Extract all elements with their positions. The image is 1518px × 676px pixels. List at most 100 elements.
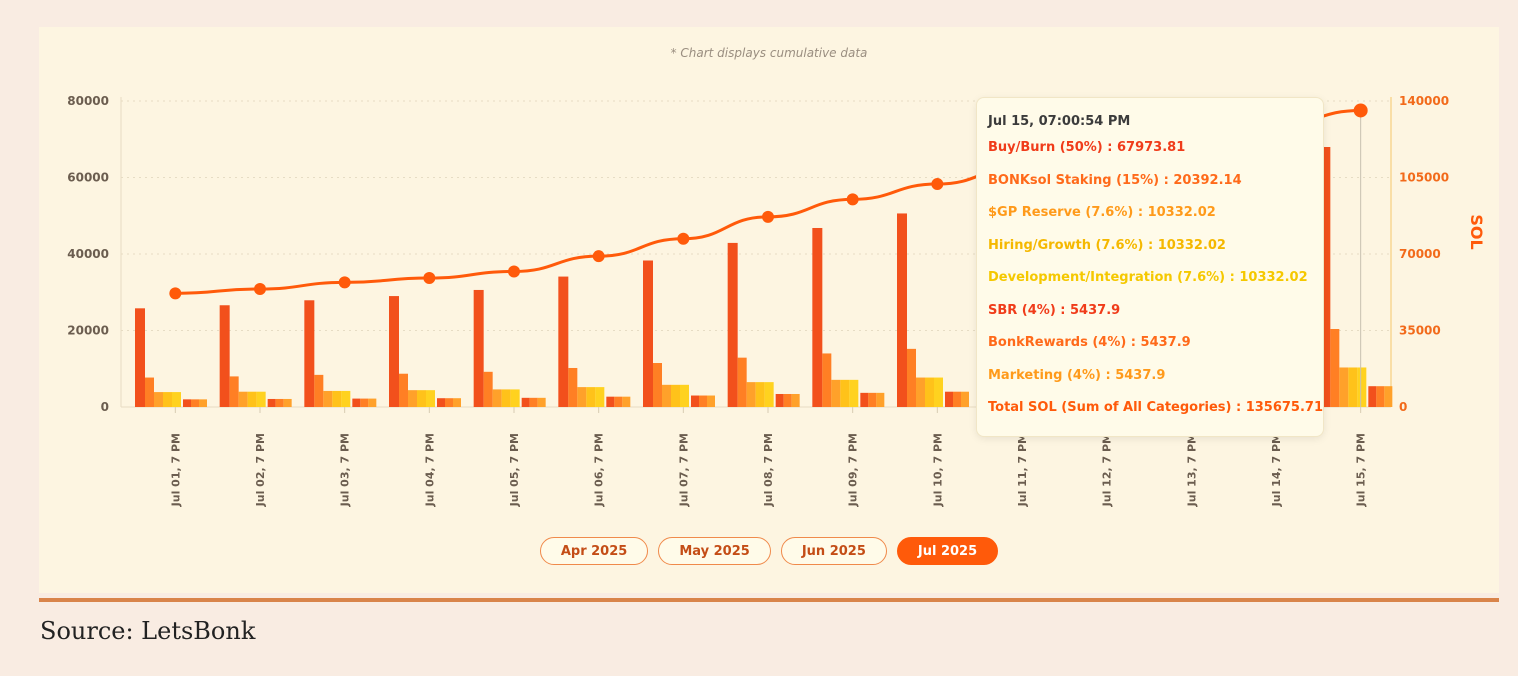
- bar: [1330, 329, 1340, 407]
- tooltip-row: Buy/Burn (50%) : 67973.81: [988, 140, 1186, 155]
- bar: [925, 377, 934, 407]
- x-tick-label: Jul 12, 7 PM: [1101, 433, 1114, 507]
- bar: [473, 289, 484, 407]
- y2-tick-label: 140000: [1399, 94, 1449, 108]
- y-tick-label: 40000: [67, 247, 109, 261]
- x-tick-label: Jul 07, 7 PM: [677, 433, 690, 507]
- bar: [368, 398, 377, 407]
- bar: [614, 396, 623, 407]
- source-caption: Source: LetsBonk: [40, 617, 256, 645]
- bar: [191, 399, 199, 407]
- bar: [1368, 386, 1377, 407]
- bar: [172, 392, 181, 407]
- x-tick-label: Jul 06, 7 PM: [593, 433, 606, 507]
- bar: [945, 391, 953, 407]
- x-tick-label: Jul 05, 7 PM: [508, 433, 521, 507]
- bar: [876, 392, 885, 407]
- tooltip-row: SBR (4%) : 5437.9: [988, 302, 1121, 318]
- y-tick-label: 0: [101, 400, 109, 414]
- bar: [256, 391, 266, 407]
- bar: [389, 296, 399, 407]
- tooltip-row: Total SOL (Sum of All Categories) : 1356…: [988, 400, 1324, 415]
- total-point: [254, 282, 266, 295]
- total-point: [1353, 103, 1368, 118]
- month-button-jun-2025[interactable]: Jun 2025: [780, 537, 887, 565]
- bar: [145, 377, 154, 407]
- bar: [537, 397, 546, 407]
- chart-svg: 0 20000 40000 60000 80000 0 35000 70000 105000 14…: [67, 94, 1486, 507]
- bar: [417, 390, 426, 407]
- bar: [737, 357, 747, 407]
- bar: [492, 389, 502, 407]
- bar: [791, 393, 800, 407]
- bar: [764, 382, 774, 407]
- bar: [1357, 367, 1367, 407]
- bar: [707, 395, 715, 407]
- bar: [314, 374, 324, 407]
- bar: [595, 387, 605, 407]
- total-point: [592, 250, 605, 263]
- y2-tick-label: 0: [1399, 400, 1407, 414]
- bar: [622, 396, 631, 407]
- y-tick-label: 80000: [67, 94, 109, 108]
- chart-card: * Chart displays cumulative data 0 20000 4…: [39, 27, 1499, 593]
- bar: [332, 390, 342, 407]
- bar: [840, 379, 850, 407]
- bar: [916, 377, 925, 407]
- bar: [360, 398, 369, 407]
- bar: [680, 384, 689, 407]
- total-point: [423, 272, 436, 285]
- bar: [934, 377, 943, 407]
- bar: [1376, 386, 1385, 407]
- bar: [653, 363, 662, 407]
- chart-note: * Chart displays cumulative data: [670, 46, 868, 60]
- bar: [961, 391, 969, 407]
- x-tick-label: Jul 04, 7 PM: [423, 433, 436, 507]
- bar: [229, 376, 239, 407]
- bar: [199, 399, 207, 407]
- bar: [755, 382, 765, 407]
- bar: [247, 391, 257, 407]
- x-tick-label: Jul 14, 7 PM: [1270, 433, 1283, 507]
- tooltip-row: BONKsol Staking (15%) : 20392.14: [988, 172, 1242, 188]
- y-tick-label: 20000: [67, 324, 109, 338]
- bar: [577, 387, 587, 407]
- bar: [1384, 386, 1393, 407]
- bar: [727, 242, 738, 407]
- total-point: [508, 265, 520, 278]
- bar: [445, 398, 453, 407]
- bar: [219, 305, 230, 407]
- bar: [907, 348, 916, 407]
- divider: [39, 598, 1499, 602]
- month-button-may-2025[interactable]: May 2025: [658, 537, 771, 565]
- chart-tooltip: Jul 15, 07:00:54 PM Buy/Burn (50%) : 679…: [976, 97, 1324, 437]
- x-tick-label: Jul 03, 7 PM: [339, 433, 352, 507]
- bar: [483, 371, 493, 407]
- x-tick-label: Jul 09, 7 PM: [847, 433, 860, 507]
- tooltip-time: Jul 15, 07:00:54 PM: [988, 114, 1131, 129]
- tooltip-row: $GP Reserve (7.6%) : 10332.02: [988, 205, 1216, 220]
- bar: [1339, 367, 1349, 407]
- bar: [238, 391, 248, 407]
- bar: [283, 398, 292, 407]
- month-selector: Apr 2025 May 2025 Jun 2025 Jul 2025: [39, 537, 1499, 565]
- bar: [183, 399, 191, 407]
- bar: [408, 390, 417, 407]
- bar: [671, 384, 680, 407]
- bar: [352, 398, 361, 407]
- x-tick-label: Jul 11, 7 PM: [1016, 433, 1029, 507]
- bar: [643, 260, 653, 407]
- month-button-jul-2025[interactable]: Jul 2025: [896, 537, 999, 565]
- bar: [775, 393, 784, 407]
- bar: [323, 390, 333, 407]
- bar: [135, 308, 145, 407]
- x-tick-label: Jul 13, 7 PM: [1185, 433, 1198, 507]
- bar: [831, 379, 841, 407]
- bar: [154, 392, 163, 407]
- bar: [868, 392, 877, 407]
- x-tick-label: Jul 10, 7 PM: [931, 433, 944, 507]
- x-tick-label: Jul 02, 7 PM: [254, 433, 267, 507]
- month-button-apr-2025[interactable]: Apr 2025: [539, 537, 649, 565]
- bar: [399, 373, 408, 407]
- bar: [426, 390, 435, 407]
